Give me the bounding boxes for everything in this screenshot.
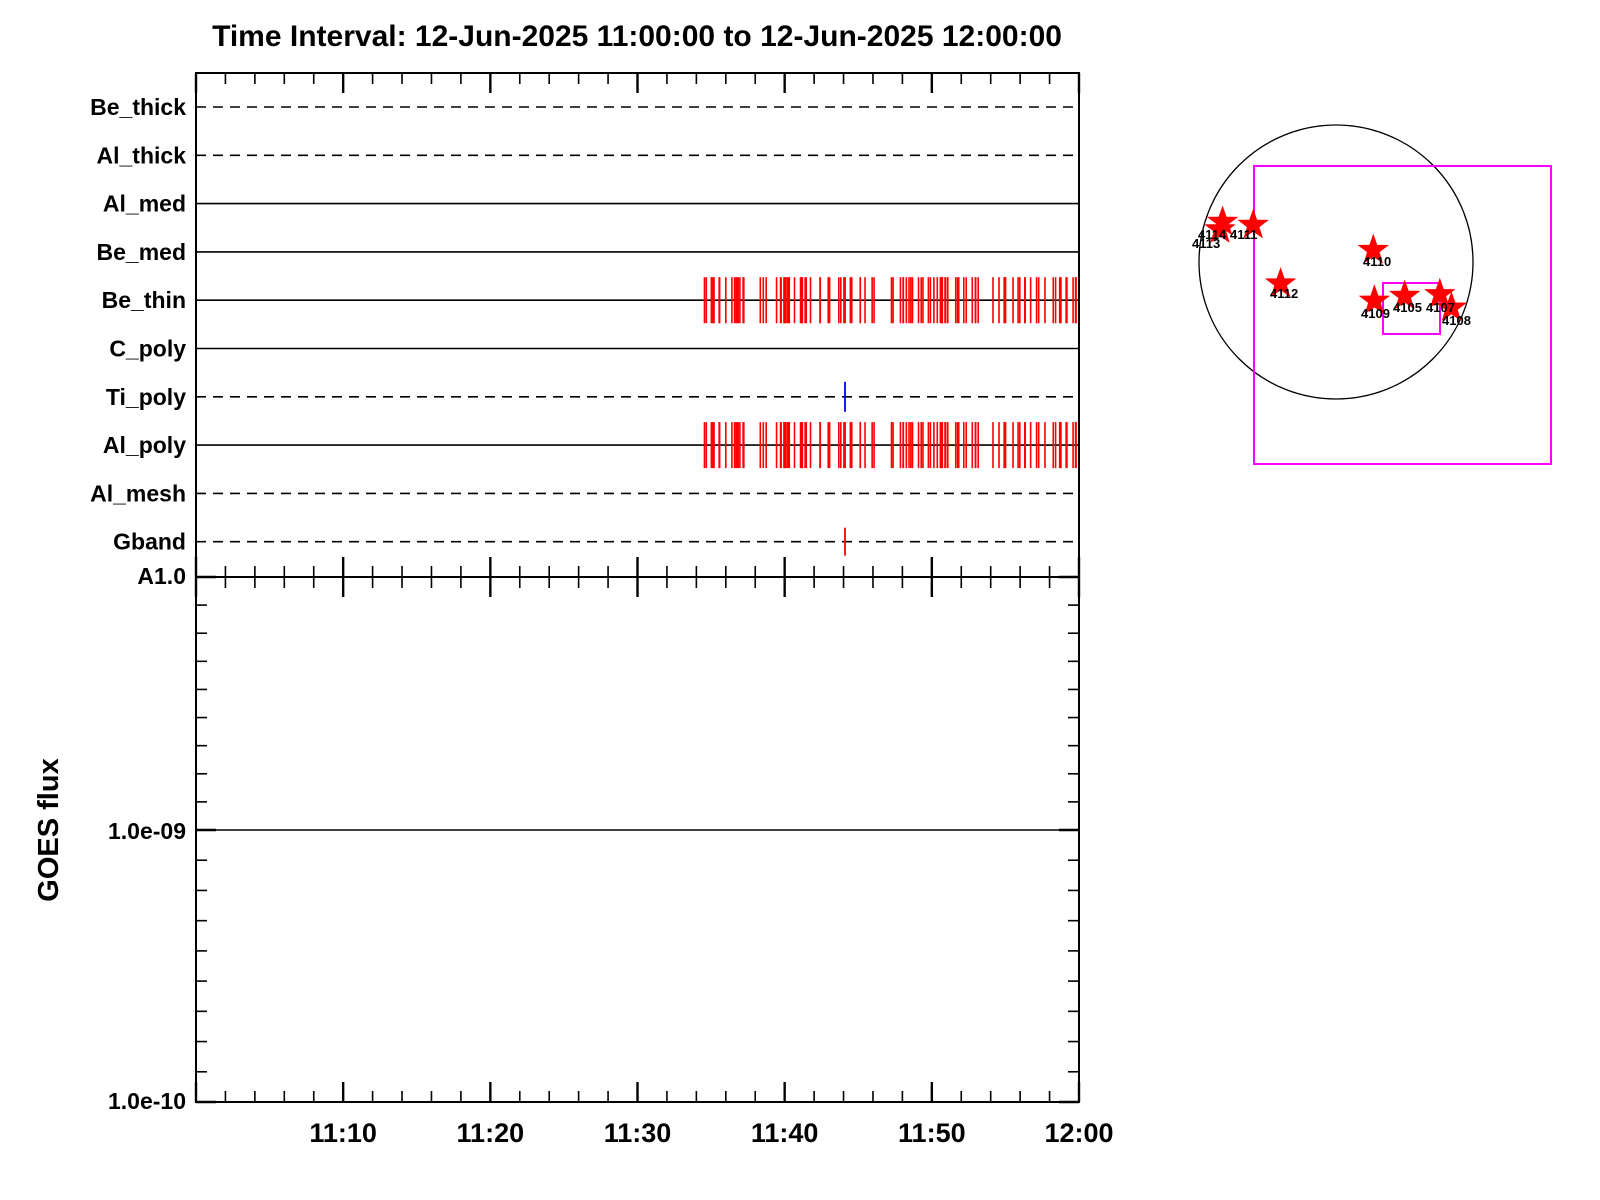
svg-text:A1.0: A1.0 — [137, 563, 186, 589]
svg-text:4108: 4108 — [1442, 313, 1471, 328]
svg-text:4109: 4109 — [1361, 306, 1390, 321]
svg-text:Be_thin: Be_thin — [102, 287, 186, 313]
svg-text:11:20: 11:20 — [457, 1118, 525, 1148]
svg-text:Al_mesh: Al_mesh — [90, 480, 186, 506]
svg-text:Be_thick: Be_thick — [90, 94, 186, 120]
svg-text:4112: 4112 — [1270, 286, 1298, 301]
svg-text:Time Interval: 12-Jun-2025 11:: Time Interval: 12-Jun-2025 11:00:00 to 1… — [212, 20, 1062, 53]
svg-text:4105: 4105 — [1393, 300, 1422, 315]
svg-text:C_poly: C_poly — [109, 336, 186, 362]
svg-text:Al_poly: Al_poly — [103, 432, 186, 458]
svg-text:Gband: Gband — [113, 529, 186, 555]
svg-text:4110: 4110 — [1363, 254, 1391, 269]
svg-text:Al_thick: Al_thick — [97, 142, 187, 168]
svg-text:Be_med: Be_med — [97, 239, 186, 265]
svg-text:Ti_poly: Ti_poly — [106, 384, 186, 410]
svg-text:4113: 4113 — [1192, 236, 1220, 251]
svg-text:12:00: 12:00 — [1044, 1118, 1113, 1148]
svg-text:1.0e-09: 1.0e-09 — [108, 818, 186, 844]
svg-text:11:40: 11:40 — [751, 1118, 819, 1148]
svg-text:4111: 4111 — [1230, 227, 1258, 242]
svg-text:11:10: 11:10 — [309, 1118, 377, 1148]
svg-text:1.0e-10: 1.0e-10 — [108, 1088, 186, 1114]
svg-text:Al_med: Al_med — [103, 191, 186, 217]
svg-text:GOES flux: GOES flux — [33, 758, 65, 901]
svg-text:11:30: 11:30 — [604, 1118, 672, 1148]
svg-text:11:50: 11:50 — [898, 1118, 966, 1148]
